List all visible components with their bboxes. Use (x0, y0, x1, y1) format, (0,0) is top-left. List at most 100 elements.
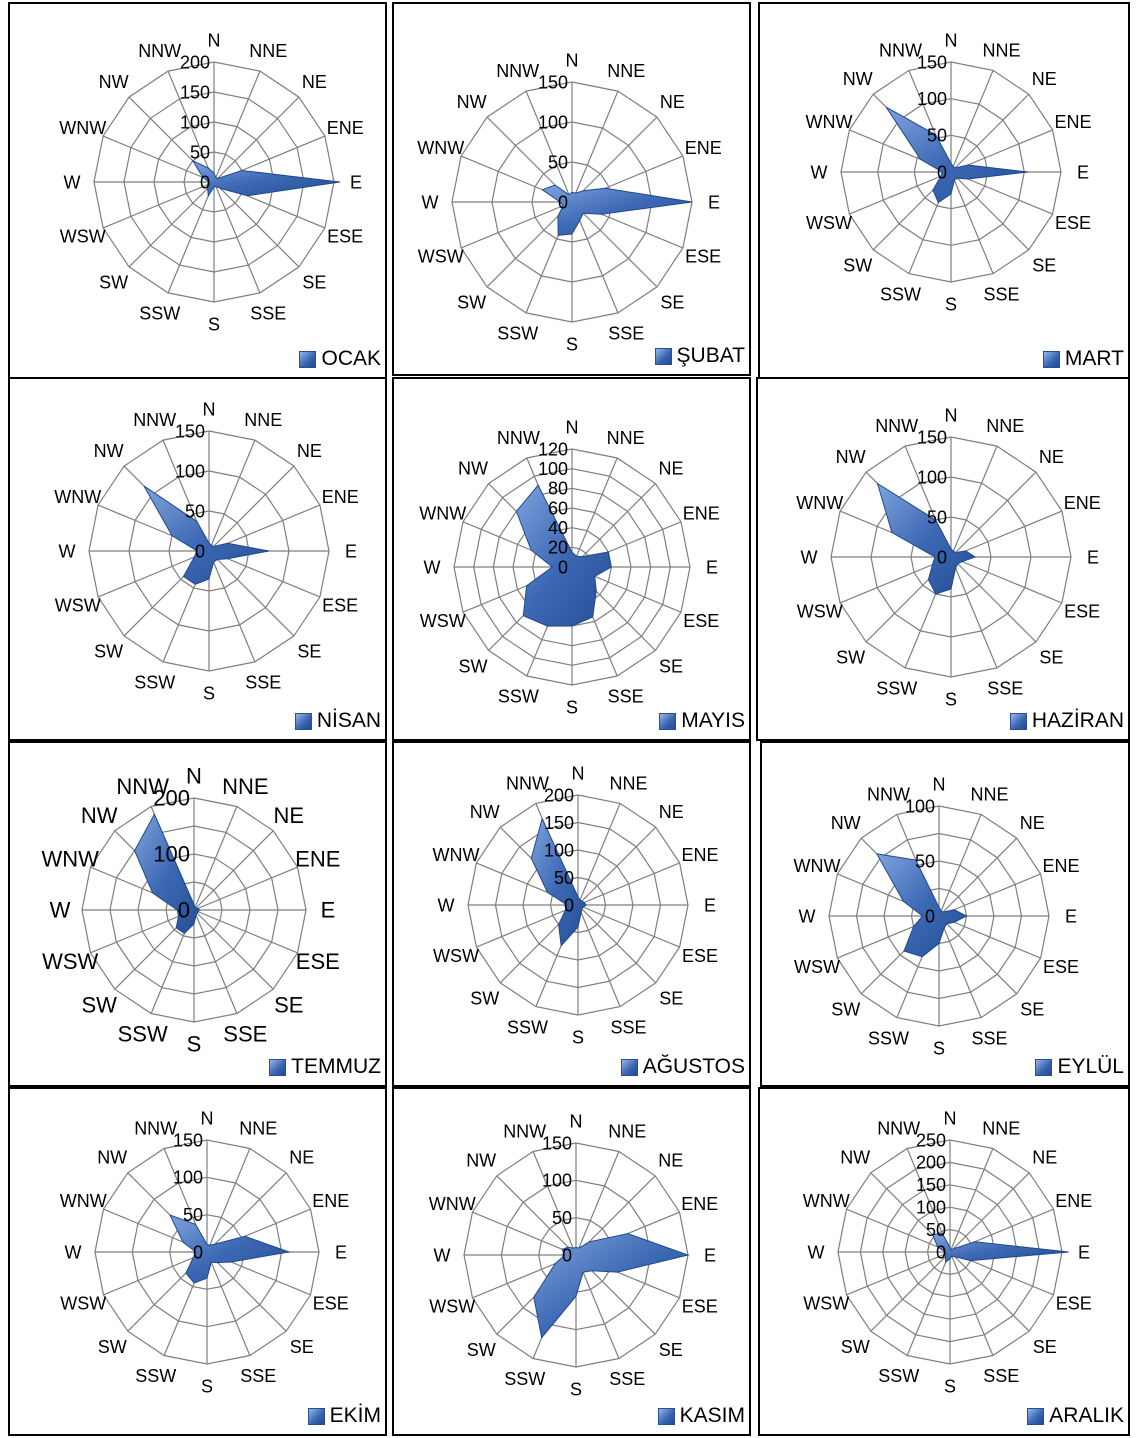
direction-label: SSW (134, 673, 175, 693)
grid-spoke (906, 1251, 951, 1356)
tick-label: 50 (190, 142, 210, 162)
direction-label: ENE (683, 504, 720, 524)
tick-label: 100 (542, 1171, 572, 1191)
direction-label: ENE (1064, 493, 1101, 513)
legend: OCAK (299, 347, 381, 371)
direction-label: NW (458, 458, 488, 478)
direction-label: W (438, 895, 455, 915)
direction-label: NW (836, 447, 866, 467)
tick-label: 50 (927, 507, 947, 527)
legend-swatch (1035, 1058, 1053, 1076)
tick-label: 0 (925, 906, 935, 926)
legend-swatch (307, 1407, 325, 1425)
direction-label: W (422, 192, 439, 212)
direction-label: S (572, 1027, 584, 1047)
direction-label: ESE (685, 247, 721, 267)
grid-spoke (577, 826, 657, 906)
tick-label: 50 (915, 851, 935, 871)
direction-label: SSW (878, 1366, 919, 1386)
grid-spoke (577, 803, 621, 906)
grid-spoke (849, 171, 952, 215)
direction-label: NE (1032, 69, 1057, 89)
direction-label: NW (840, 1148, 870, 1168)
direction-label: ESE (1064, 602, 1100, 622)
direction-label: WSW (60, 227, 106, 247)
direction-label: SW (98, 1337, 127, 1357)
direction-label: ESE (683, 611, 719, 631)
direction-label: W (424, 557, 441, 577)
direction-label: WNW (60, 1191, 107, 1211)
direction-label: SSE (987, 679, 1023, 699)
grid-spoke (90, 909, 195, 954)
tick-label: 50 (927, 126, 947, 146)
direction-label: WSW (420, 611, 466, 631)
grid-spoke (846, 1251, 951, 1296)
grid-spoke (206, 1148, 251, 1253)
tick-label: 200 (153, 786, 190, 811)
direction-label: W (59, 541, 76, 561)
direction-label: ENE (1055, 1191, 1092, 1211)
legend-label: ARALIK (1049, 1404, 1124, 1427)
direction-label: WSW (806, 213, 852, 233)
direction-label: SE (274, 993, 303, 1018)
direction-label: NNE (239, 1119, 277, 1139)
direction-label: NE (660, 92, 685, 112)
direction-label: NW (843, 69, 873, 89)
tick-label: 100 (153, 842, 190, 867)
grid-spoke (577, 904, 657, 984)
direction-label: S (208, 314, 220, 334)
legend: HAZİRAN (1009, 709, 1124, 733)
direction-label: WNW (419, 504, 466, 524)
grid-spoke (213, 70, 261, 183)
grid-spoke (167, 181, 215, 294)
direction-label: ENE (1042, 856, 1079, 876)
direction-label: NNE (222, 774, 268, 799)
direction-label: ENE (681, 845, 718, 865)
tick-label: 150 (542, 1133, 572, 1153)
wind-rose-panel: N NNE NE ENE E ESE SE SSE S SSW SW WSW W WNW NW NNW 0 50 1… (8, 1087, 387, 1436)
direction-label: SW (843, 256, 872, 276)
tick-label: 50 (185, 501, 205, 521)
direction-label: E (704, 1245, 716, 1265)
direction-label: NW (94, 441, 124, 461)
direction-label: SSE (609, 1369, 645, 1389)
direction-label: N (566, 417, 579, 437)
grid-spoke (476, 904, 579, 948)
wind-series-area (875, 853, 968, 958)
direction-label: NNE (249, 41, 287, 61)
legend: ŞUBAT (654, 344, 745, 368)
grid-spoke (206, 1251, 251, 1356)
direction-label: NE (658, 458, 683, 478)
wind-rose-svg: NNNENEENEEESESESSESSSWSWWSWWWNWNWNNW0501… (417, 50, 721, 354)
wind-rose-panel: N NNE NE ENE E ESE SE SSE S SSW SW WSW W WNW NW NNW 0 50 1… (392, 741, 751, 1087)
direction-label: WNW (796, 493, 843, 513)
grid-spoke (571, 483, 656, 568)
legend-swatch (654, 347, 672, 365)
direction-label: SSE (250, 304, 286, 324)
direction-label: ESE (322, 596, 358, 616)
direction-label: W (808, 1242, 825, 1262)
grid-spoke (102, 135, 215, 183)
direction-label: NNE (244, 410, 282, 430)
tick-label: 0 (937, 162, 947, 182)
direction-label: WNW (417, 138, 464, 158)
grid-spoke (949, 1148, 994, 1253)
wind-rose-panel: N NNE NE ENE E ESE SE SSE S SSW SW WSW W WNW NW NNW 0 100… (8, 741, 387, 1087)
legend: MART (1042, 347, 1124, 371)
grid-spoke (472, 1211, 577, 1256)
grid-spoke (577, 904, 680, 948)
grid-spoke (846, 1208, 951, 1253)
wind-series-area (533, 1233, 690, 1339)
direction-label: NNW (133, 410, 176, 430)
direction-label: WSW (803, 1294, 849, 1314)
grid-spoke (938, 915, 982, 1018)
direction-label: SW (99, 273, 128, 293)
grid-spoke (102, 181, 215, 229)
wind-rose-svg: NNNENEENEEESESESSESSSWSWWSWWWNWNWNNW0501… (803, 1108, 1093, 1396)
wind-rose-panel: N NNE NE ENE E ESE SE SSE S SSW SW WSW W WNW NW NNW 0 50 1… (8, 377, 387, 741)
direction-label: W (434, 1245, 451, 1265)
legend-label: HAZİRAN (1031, 709, 1124, 732)
direction-label: N (572, 763, 585, 783)
